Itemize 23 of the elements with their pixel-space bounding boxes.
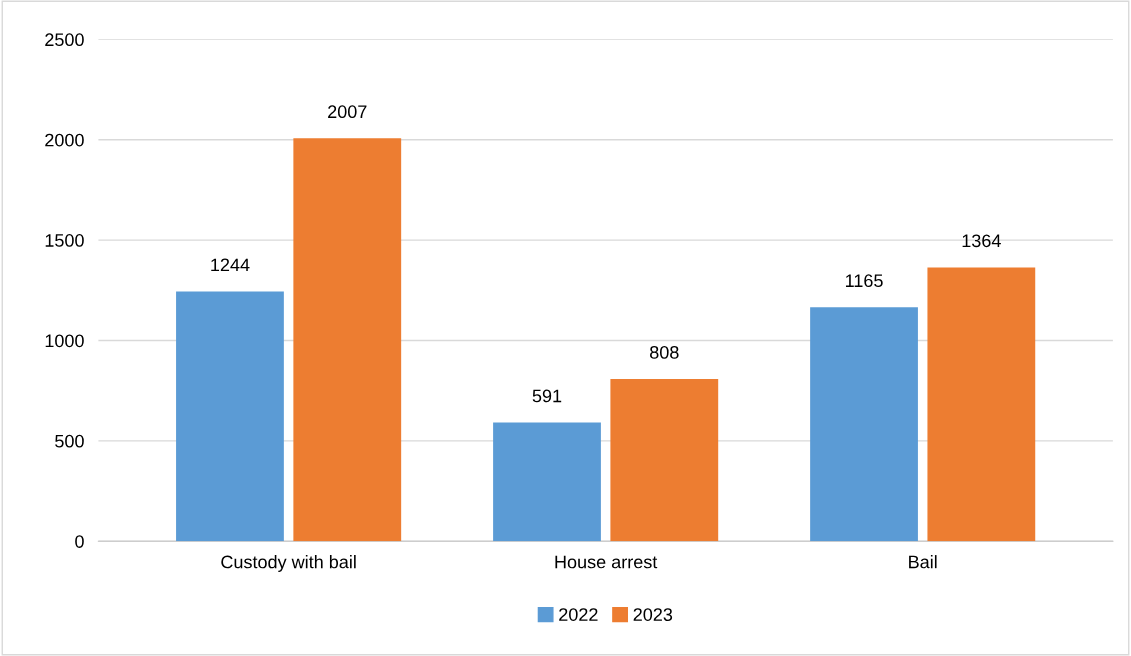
y-tick-label: 500 xyxy=(55,434,84,448)
bar xyxy=(293,138,402,542)
y-tick-label: 1500 xyxy=(45,234,84,247)
x-tick-label: House arrest xyxy=(555,555,658,569)
x-tick-label: Custody with bail xyxy=(221,555,356,572)
bar xyxy=(493,422,601,542)
data-label: 1364 xyxy=(962,234,1001,248)
legend-label: 2022 xyxy=(559,608,598,621)
data-label: 591 xyxy=(532,389,562,403)
data-label: 808 xyxy=(650,345,679,359)
y-tick-label: 1000 xyxy=(45,334,84,348)
bar xyxy=(610,379,719,542)
bar xyxy=(176,291,284,542)
data-label: 1165 xyxy=(845,274,883,288)
y-tick-label: 2000 xyxy=(45,133,84,147)
data-label: 2007 xyxy=(328,105,367,119)
data-label: 1244 xyxy=(211,258,250,272)
y-tick-label: 0 xyxy=(75,535,84,548)
bar xyxy=(927,267,1036,542)
legend-label: 2023 xyxy=(633,608,673,621)
y-tick-label: 2500 xyxy=(45,33,84,47)
bar xyxy=(810,307,918,542)
x-tick-label: Bail xyxy=(909,555,937,569)
